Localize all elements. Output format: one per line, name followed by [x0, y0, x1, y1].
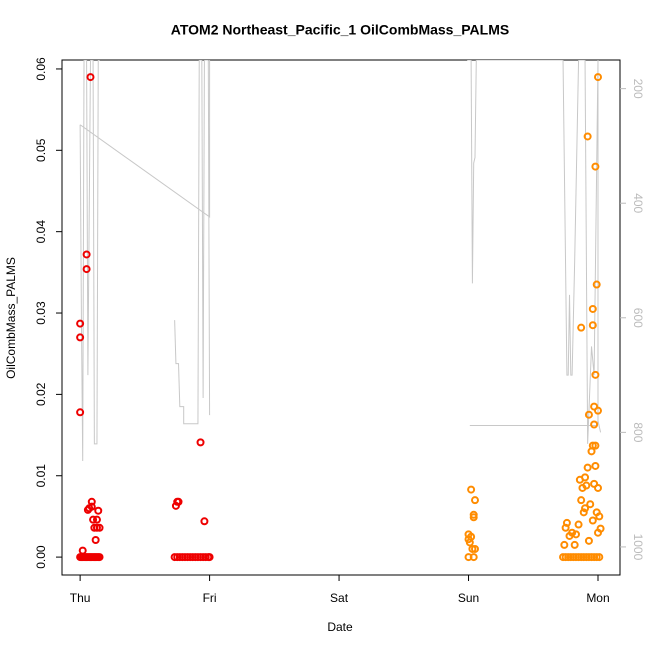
data-point — [205, 553, 214, 562]
pressure-line — [79, 60, 602, 462]
data-point — [583, 132, 592, 141]
data-point — [586, 500, 595, 509]
x-tick-label: Thu — [70, 591, 91, 605]
data-point — [590, 479, 599, 488]
data-point — [591, 441, 600, 450]
data-point — [588, 516, 597, 525]
y-tick-label: 0.00 — [34, 545, 48, 569]
data-point — [578, 483, 587, 492]
data-point — [196, 438, 205, 447]
data-point — [593, 73, 602, 82]
data-point — [591, 461, 600, 470]
x-tick-label: Sun — [458, 591, 479, 605]
data-point — [94, 506, 103, 515]
data-point — [470, 544, 479, 553]
data-point — [561, 523, 570, 532]
plot-frame — [61, 59, 621, 576]
data-point — [560, 540, 569, 549]
data-point — [467, 532, 476, 541]
x-axis-label: Date — [327, 620, 353, 634]
data-point — [595, 512, 604, 521]
data-point — [584, 536, 593, 545]
data-point — [570, 540, 579, 549]
y-tick-label: 0.03 — [34, 301, 48, 325]
y2-tick-label: 1000 — [631, 534, 645, 561]
data-point — [591, 370, 600, 379]
y-tick-label: 0.02 — [34, 382, 48, 406]
data-point — [470, 496, 479, 505]
data-point — [575, 475, 584, 484]
data-point — [590, 402, 599, 411]
x-tick-label: Sat — [330, 591, 349, 605]
data-point — [467, 485, 476, 494]
data-point — [583, 463, 592, 472]
data-point — [174, 497, 183, 506]
data-point — [76, 333, 85, 342]
data-point — [78, 546, 87, 555]
data-point — [568, 528, 577, 537]
y2-tick-label: 200 — [631, 79, 645, 99]
y-tick-label: 0.06 — [34, 57, 48, 81]
y-tick-label: 0.04 — [34, 220, 48, 244]
data-point — [87, 497, 96, 506]
data-point — [588, 304, 597, 313]
data-point — [593, 483, 602, 492]
y2-tick-label: 800 — [631, 422, 645, 442]
data-point — [584, 410, 593, 419]
data-point — [82, 265, 91, 274]
data-point — [571, 530, 580, 539]
data-point — [91, 536, 100, 545]
data-point — [593, 406, 602, 415]
data-point — [587, 447, 596, 456]
data-point — [86, 73, 95, 82]
data-point — [82, 250, 91, 259]
plot-area — [76, 60, 605, 562]
x-tick-label: Fri — [203, 591, 217, 605]
chart-title: ATOM2 Northeast_Pacific_1 OilCombMass_PA… — [171, 22, 509, 38]
y-axis-label: OilCombMass_PALMS — [4, 257, 18, 379]
data-point — [76, 408, 85, 417]
data-point — [588, 321, 597, 330]
y2-tick-label: 400 — [631, 193, 645, 213]
data-point — [592, 280, 601, 289]
data-point — [76, 319, 85, 328]
data-point — [95, 553, 104, 562]
data-point — [89, 515, 98, 524]
data-point — [596, 524, 605, 533]
y2-tick-label: 600 — [631, 308, 645, 328]
data-point — [87, 502, 96, 511]
data-point — [200, 517, 209, 526]
data-point — [591, 162, 600, 171]
data-point — [574, 520, 583, 529]
data-point — [469, 553, 478, 562]
data-point — [579, 508, 588, 517]
data-point — [92, 515, 101, 524]
data-point — [581, 504, 590, 513]
data-point — [577, 323, 586, 332]
data-point — [469, 513, 478, 522]
data-point — [90, 523, 99, 532]
data-point — [590, 420, 599, 429]
y-tick-label: 0.01 — [34, 464, 48, 488]
data-point — [577, 496, 586, 505]
data-point — [595, 553, 604, 562]
x-tick-label: Mon — [586, 591, 609, 605]
y-tick-label: 0.05 — [34, 138, 48, 162]
